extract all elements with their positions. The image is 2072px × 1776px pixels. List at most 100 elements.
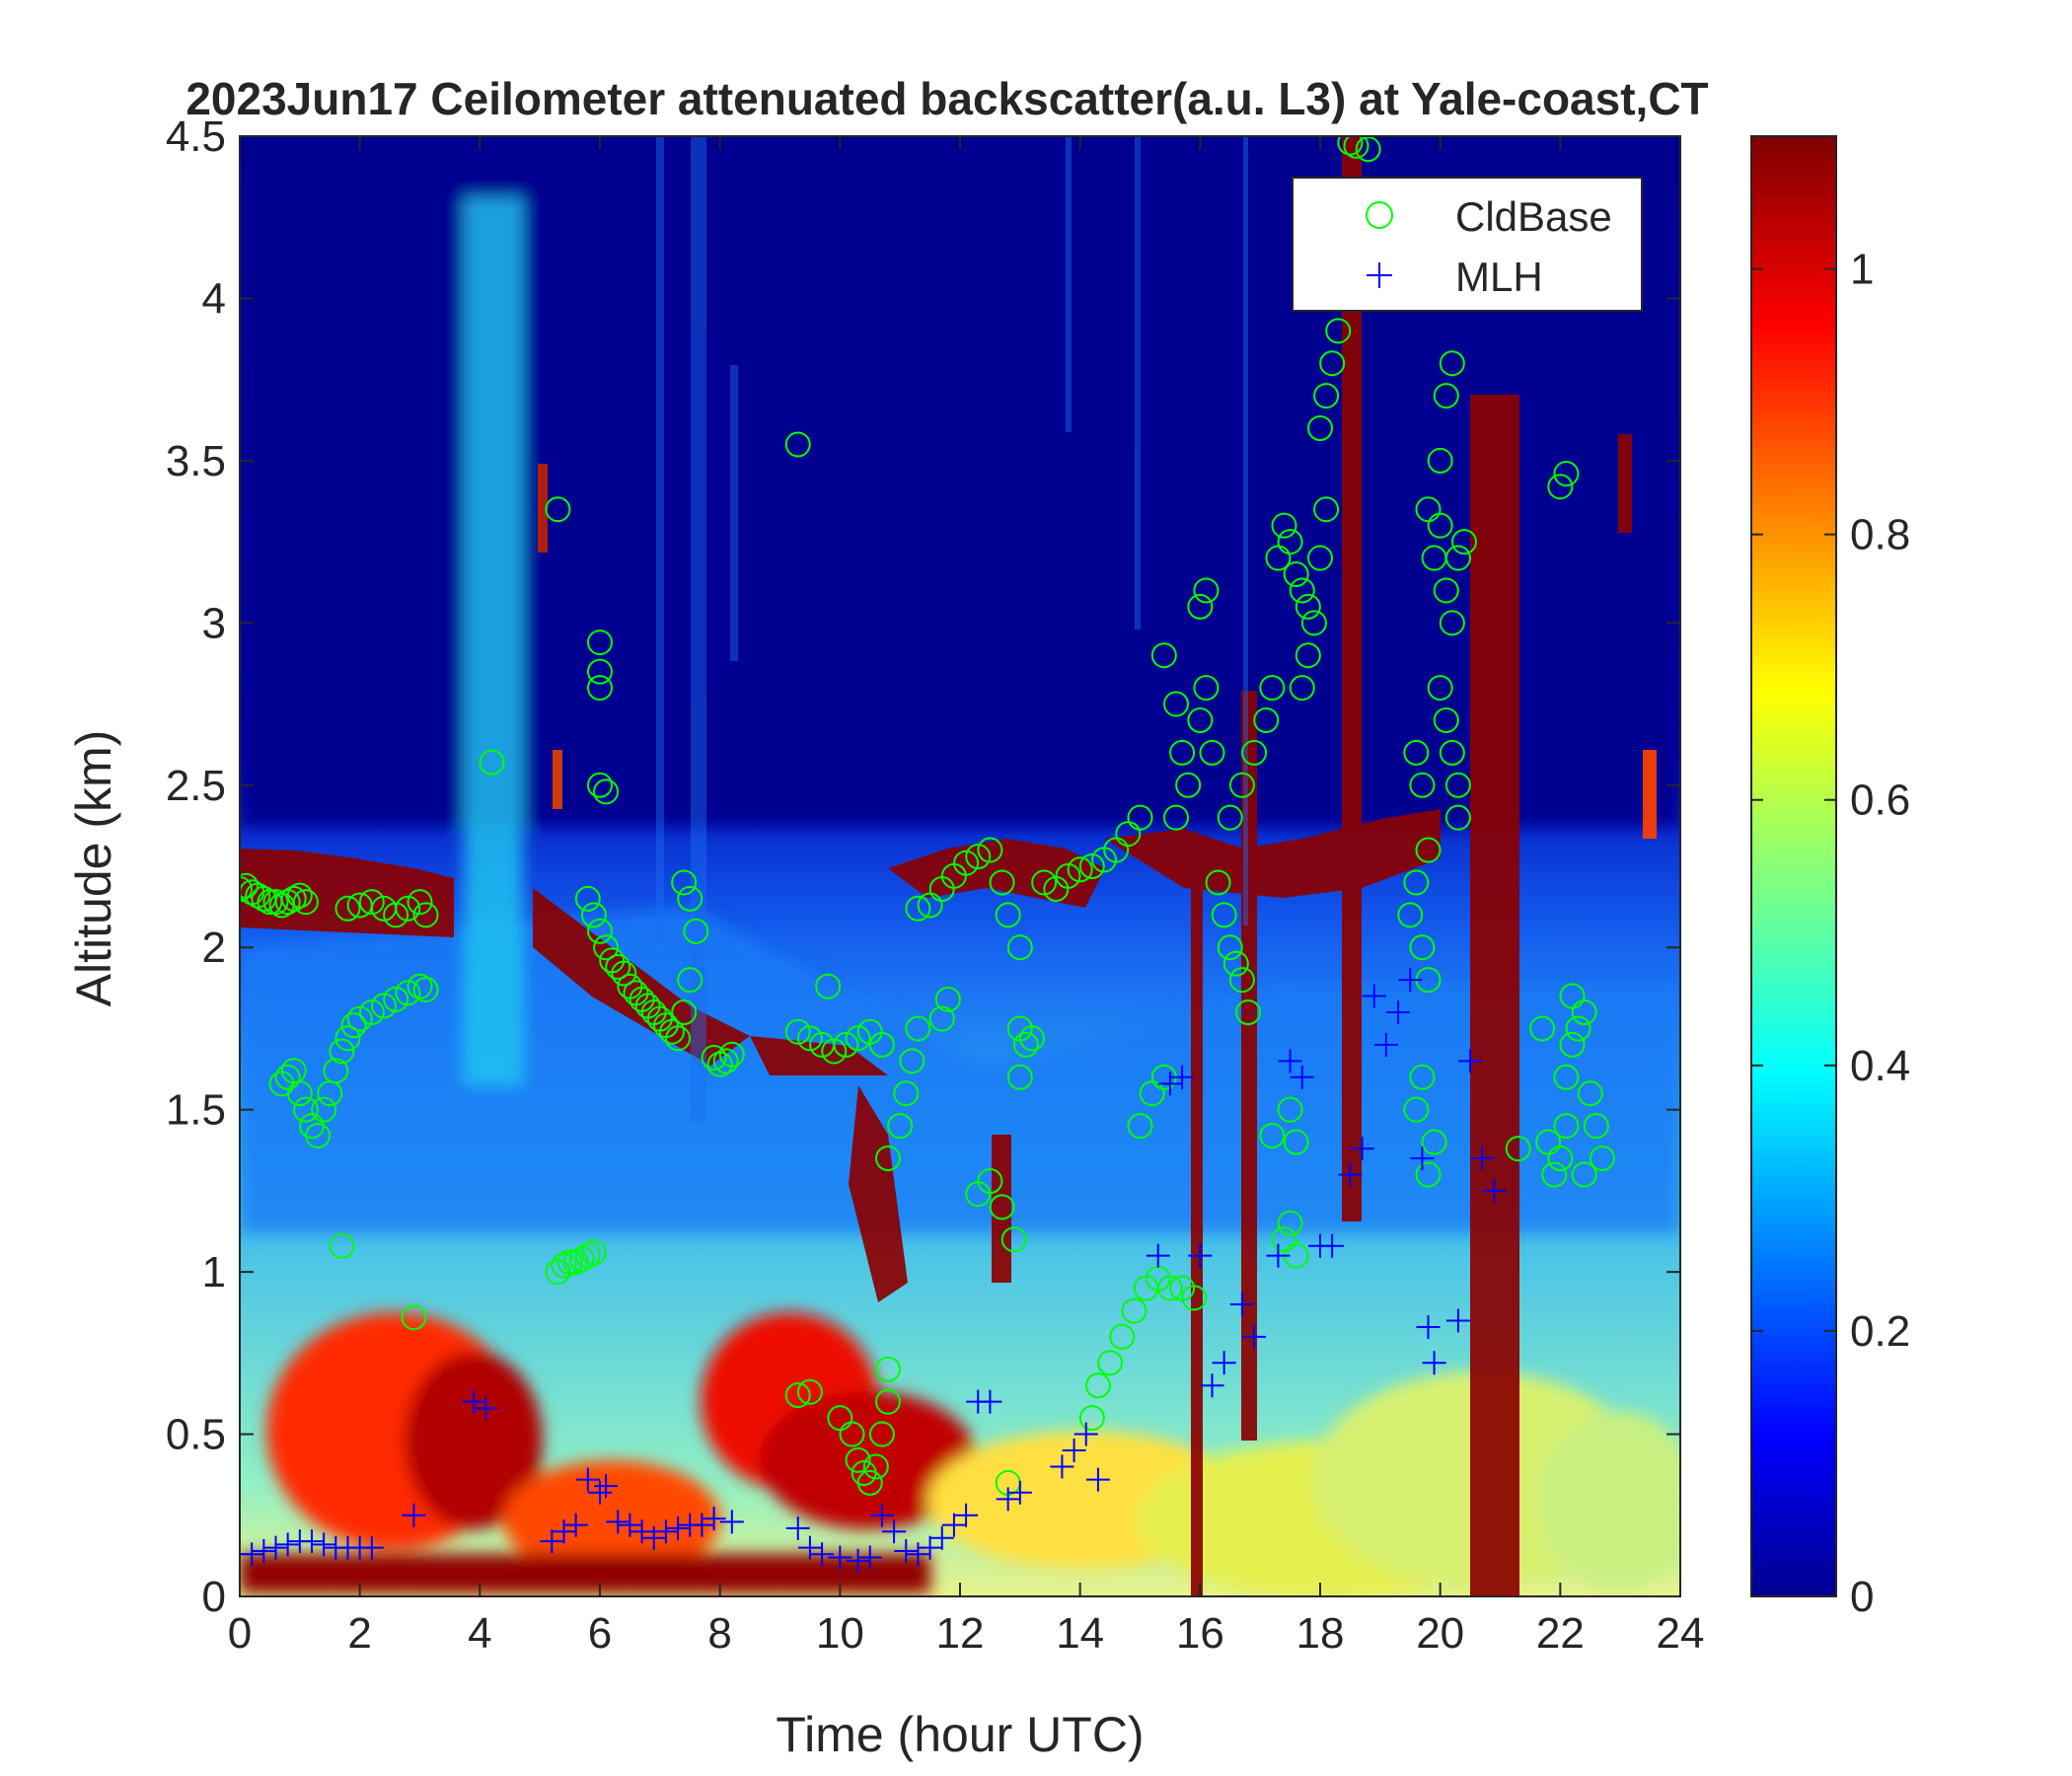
cldbase-point (1589, 1146, 1615, 1171)
x-tick-label: 12 (936, 1609, 985, 1658)
mlh-point (588, 1480, 612, 1505)
cldbase-point (412, 902, 439, 928)
cldbase-point (977, 837, 1003, 863)
cldbase-point (401, 1304, 427, 1331)
mlh-point (1157, 1072, 1182, 1096)
mlh-point (1458, 1049, 1483, 1073)
mlh-point (540, 1529, 564, 1554)
mlh-point (1229, 1293, 1254, 1316)
cldbase-point (1553, 1113, 1580, 1140)
mlh-point (906, 1542, 930, 1567)
cldbase-point (671, 999, 698, 1025)
mlh-point (828, 1545, 852, 1570)
mlh-point (1188, 1243, 1213, 1268)
cldbase-point (1505, 1136, 1531, 1162)
cldbase-point (1433, 577, 1459, 604)
cldbase-point (262, 889, 289, 916)
cldbase-point (1217, 934, 1243, 961)
cldbase-point (1421, 1129, 1447, 1155)
cldbase-point (545, 496, 571, 523)
cldbase-point (358, 999, 385, 1025)
mlh-point (1242, 1324, 1267, 1349)
cldbase-point (286, 1080, 313, 1107)
cldbase-point (334, 1025, 361, 1052)
mlh-point (1007, 1480, 1032, 1505)
cldbase-point (1187, 593, 1214, 620)
x-axis-ticks: 0 2 4 6 8 10 12 14 16 18 20 22 24 (228, 136, 1705, 1658)
cldbase-point (1187, 707, 1214, 733)
cldbase-point (574, 1242, 601, 1269)
cldbase-point (1084, 1372, 1111, 1399)
cldbase-point (395, 980, 421, 1006)
cldbase-point (580, 1239, 607, 1266)
cldbase-point (1319, 350, 1346, 377)
y-tick-label: 3 (202, 599, 226, 647)
mlh-point (629, 1519, 654, 1544)
mlh-point (869, 1503, 894, 1527)
cldbase-point (1006, 1015, 1033, 1042)
cldbase-point (671, 869, 698, 896)
cldbase-point (346, 1005, 373, 1032)
cldbase-point (580, 902, 607, 928)
cldbase-point (712, 1048, 739, 1074)
cldbase-point (574, 885, 601, 912)
mlh-point (402, 1503, 426, 1527)
mlh-point (1373, 1032, 1398, 1057)
cldbase-point (1409, 934, 1436, 961)
cldbase-series (240, 136, 1615, 1496)
y-tick-label: 4.5 (166, 112, 226, 161)
cldbase-point (1451, 529, 1477, 555)
cldbase-point (1277, 1096, 1303, 1123)
cldbase-point (587, 675, 613, 702)
colorbar (1750, 135, 1837, 1597)
cldbase-point (587, 658, 613, 685)
cldbase-point (286, 882, 313, 909)
mlh-point (618, 1513, 642, 1537)
cldbase-point (1427, 675, 1453, 702)
cldbase-point (1313, 383, 1340, 409)
x-tick-label: 24 (1657, 1609, 1705, 1658)
mlh-point (1200, 1373, 1224, 1398)
y-tick-label: 2.5 (166, 762, 226, 810)
cldbase-point (845, 1025, 871, 1052)
x-tick-label: 14 (1056, 1609, 1104, 1658)
cldbase-point (1156, 1275, 1183, 1301)
cldbase-point (677, 967, 703, 994)
cldbase-point (1181, 1285, 1208, 1311)
cldbase-point (965, 844, 992, 870)
cldbase-point (280, 885, 307, 912)
cldbase-point (875, 1388, 901, 1415)
chart-title: 2023Jun17 Ceilometer attenuated backscat… (185, 73, 1708, 124)
cldbase-point (868, 1031, 895, 1058)
legend-mlh-label: MLH (1455, 254, 1543, 300)
colorbar-tick-label: 0.2 (1850, 1307, 1910, 1356)
cldbase-point (1403, 869, 1430, 896)
cldbase-point (1403, 739, 1430, 766)
cldbase-point (240, 876, 253, 903)
cldbase-point (329, 1038, 355, 1065)
mlh-point (1350, 1137, 1374, 1161)
cldbase-point (1409, 1064, 1436, 1090)
legend-box (1292, 177, 1643, 312)
cldbase-point (1433, 383, 1459, 409)
mlh-point (978, 1389, 1002, 1414)
legend-cldbase-label: CldBase (1455, 193, 1612, 240)
x-tick-label: 6 (588, 1609, 612, 1658)
x-tick-label: 22 (1536, 1609, 1585, 1658)
mlh-point (575, 1467, 600, 1492)
cldbase-point (1295, 642, 1321, 669)
cldbase-point (1337, 136, 1364, 156)
colorbar-tick-label: 0.6 (1850, 777, 1910, 825)
mlh-point (797, 1535, 822, 1560)
x-tick-label: 10 (816, 1609, 864, 1658)
x-tick-label: 2 (347, 1609, 371, 1658)
y-tick-label: 1.5 (166, 1086, 226, 1135)
cldbase-point (821, 1038, 848, 1065)
mlh-point (240, 1542, 264, 1567)
y-tick-label: 2 (202, 924, 226, 972)
mlh-point (1398, 968, 1423, 993)
cldbase-point (1097, 1350, 1124, 1376)
cldbase-point (1150, 642, 1177, 669)
cldbase-point (1571, 1161, 1597, 1188)
cldbase-point (371, 993, 397, 1019)
